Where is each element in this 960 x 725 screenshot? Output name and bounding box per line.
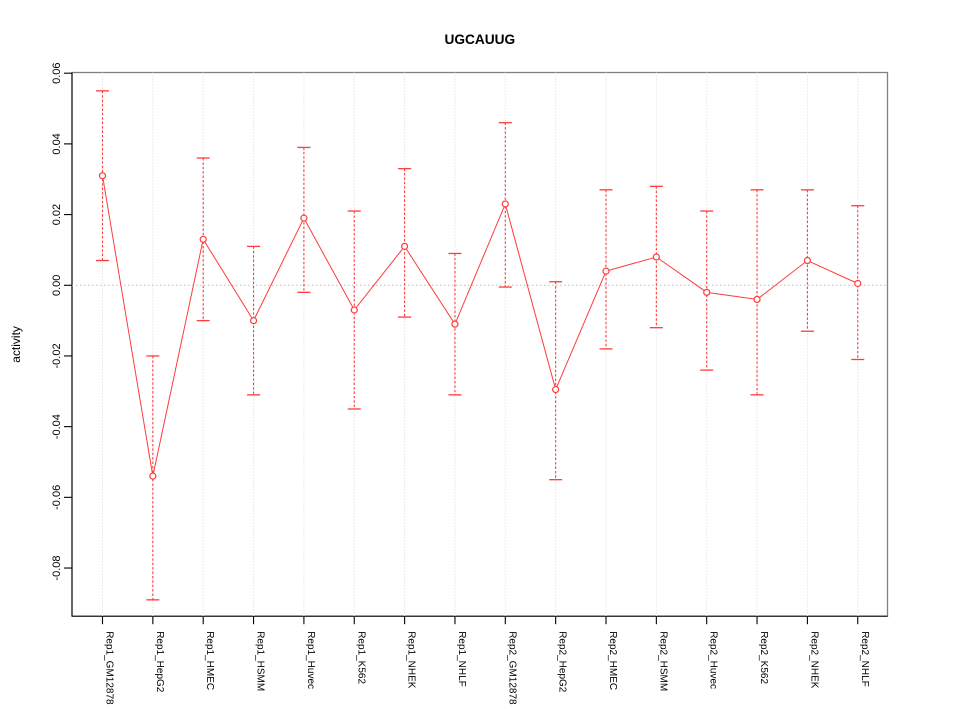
- svg-text:Rep1_NHLF: Rep1_NHLF: [456, 631, 467, 687]
- svg-text:0.02: 0.02: [51, 204, 63, 225]
- svg-text:Rep2_K562: Rep2_K562: [758, 631, 769, 684]
- svg-text:Rep2_HepG2: Rep2_HepG2: [557, 631, 568, 693]
- svg-text:-0.08: -0.08: [51, 555, 63, 580]
- svg-text:Rep1_Huvec: Rep1_Huvec: [305, 631, 316, 689]
- svg-text:Rep2_HSMM: Rep2_HSMM: [657, 631, 668, 691]
- svg-text:Rep2_HMEC: Rep2_HMEC: [607, 631, 618, 690]
- svg-text:Rep1_GM12878: Rep1_GM12878: [104, 631, 115, 705]
- svg-text:Rep1_HepG2: Rep1_HepG2: [154, 631, 165, 693]
- svg-text:UGCAUUG: UGCAUUG: [444, 32, 515, 47]
- svg-text:0.06: 0.06: [51, 62, 63, 83]
- svg-text:Rep1_HMEC: Rep1_HMEC: [204, 631, 215, 690]
- svg-text:Rep2_NHEK: Rep2_NHEK: [808, 631, 819, 689]
- svg-text:0.04: 0.04: [51, 133, 63, 154]
- svg-text:activity: activity: [9, 326, 23, 363]
- svg-text:Rep1_NHEK: Rep1_NHEK: [406, 631, 417, 689]
- svg-text:Rep1_HSMM: Rep1_HSMM: [255, 631, 266, 691]
- svg-text:Rep2_NHLF: Rep2_NHLF: [859, 631, 870, 687]
- svg-text:-0.04: -0.04: [51, 414, 63, 439]
- svg-text:-0.06: -0.06: [51, 485, 63, 510]
- svg-text:Rep1_K562: Rep1_K562: [355, 631, 366, 684]
- svg-text:Rep2_Huvec: Rep2_Huvec: [708, 631, 719, 689]
- svg-text:0.00: 0.00: [51, 275, 63, 296]
- svg-text:-0.02: -0.02: [51, 343, 63, 368]
- svg-text:Rep2_GM12878: Rep2_GM12878: [506, 631, 517, 705]
